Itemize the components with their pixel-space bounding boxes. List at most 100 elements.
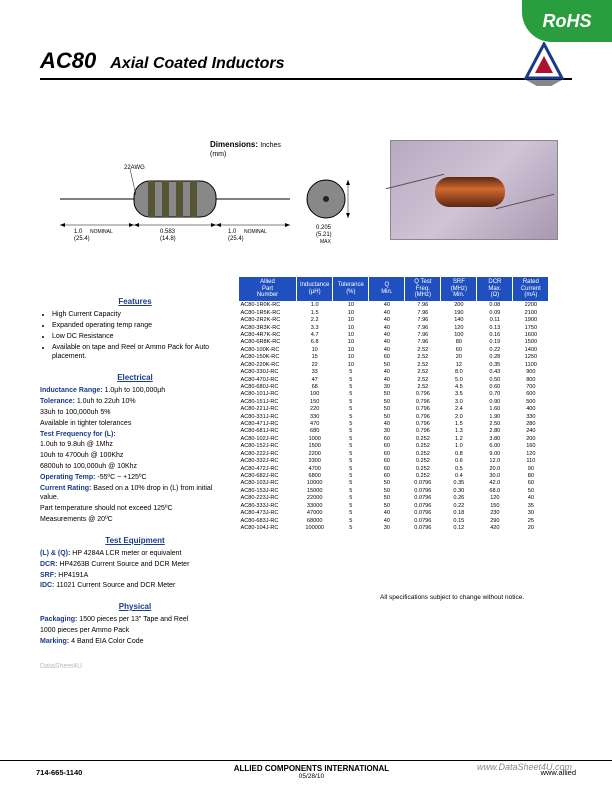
spec-row: 10uh to 4700uh @ 100Khz [40, 451, 230, 461]
table-cell: 0.13 [477, 324, 513, 331]
table-cell: 0.796 [405, 421, 441, 428]
table-cell: 1.5 [297, 309, 333, 316]
end-diagram: 0.205 (5.21) MAX [300, 155, 360, 245]
spec-row: 1.0uh to 9.8uh @ 1Mhz [40, 440, 230, 450]
table-cell: AC80-152J-RC [239, 443, 297, 450]
table-cell: 20 [513, 524, 549, 531]
table-row: AC80-331J-RC3305500.7962.01.90330 [239, 413, 549, 420]
col-header: RatedCurrent(mA) [513, 277, 549, 302]
table-row: AC80-220K-RC2210502.52120.351100 [239, 361, 549, 368]
table-cell: 68.0 [477, 487, 513, 494]
table-cell: 2.2 [297, 317, 333, 324]
table-cell: 0.8 [441, 450, 477, 457]
spec-row: 1000 pieces per Ammo Pack [40, 626, 230, 636]
table-cell: 2.52 [405, 369, 441, 376]
table-cell: 5.0 [441, 376, 477, 383]
table-cell: 900 [513, 369, 549, 376]
table-cell: 50 [369, 406, 405, 413]
spec-row: Current Rating: Based on a 10% drop in (… [40, 484, 230, 504]
table-cell: 200 [441, 301, 477, 309]
table-cell: 230 [477, 510, 513, 517]
table-row: AC80-332J-RC33005600.2520.612.0110 [239, 458, 549, 465]
table-cell: 1.60 [477, 406, 513, 413]
table-cell: 2.80 [477, 428, 513, 435]
table-cell: 60 [369, 458, 405, 465]
table-row: AC80-682J-RC68005600.2520.430.080 [239, 472, 549, 479]
table-cell: 0.5 [441, 465, 477, 472]
table-cell: 0.796 [405, 413, 441, 420]
table-cell: 110 [513, 458, 549, 465]
table-cell: 680 [297, 428, 333, 435]
table-row: AC80-473J-RC470005400.07960.1823030 [239, 510, 549, 517]
table-cell: AC80-151J-RC [239, 398, 297, 405]
page-header: AC80 Axial Coated Inductors [40, 48, 572, 80]
table-row: AC80-683J-RC680005400.07960.1529025 [239, 517, 549, 524]
table-cell: 7.96 [405, 324, 441, 331]
table-cell: 10000 [297, 480, 333, 487]
side-diagram: 22AWG 1.0NOMINAL (25.4) 0.583(14.8) 1.0N… [60, 155, 290, 245]
table-cell: 100000 [297, 524, 333, 531]
table-cell: 1.3 [441, 428, 477, 435]
table-row: AC80-101J-RC1005500.7963.50.70600 [239, 391, 549, 398]
table-cell: 30 [513, 510, 549, 517]
feature-item: Low DC Resistance [52, 332, 230, 342]
table-cell: 33000 [297, 502, 333, 509]
table-cell: 0.15 [441, 517, 477, 524]
table-cell: 50 [369, 398, 405, 405]
table-cell: AC80-470J-RC [239, 376, 297, 383]
table-cell: 5 [333, 458, 369, 465]
table-cell: 120 [513, 450, 549, 457]
table-cell: AC80-221J-RC [239, 406, 297, 413]
table-cell: 3300 [297, 458, 333, 465]
table-cell: AC80-1R5K-RC [239, 309, 297, 316]
table-cell: 50 [369, 502, 405, 509]
table-cell: 0.08 [477, 301, 513, 309]
table-cell: 1.0 [441, 443, 477, 450]
spec-row: Inductance Range: 1.0µh to 100,000µh [40, 386, 230, 396]
table-cell: 0.0796 [405, 502, 441, 509]
table-cell: 12.0 [477, 458, 513, 465]
table-cell: 0.796 [405, 391, 441, 398]
svg-text:(5.21): (5.21) [316, 232, 332, 238]
table-cell: 10 [333, 324, 369, 331]
table-cell: 5 [333, 369, 369, 376]
table-cell: AC80-3R3K-RC [239, 324, 297, 331]
spec-row: SRF: HP4191A [40, 571, 230, 581]
spec-row: Packaging: 1500 pieces per 13" Tape and … [40, 615, 230, 625]
table-cell: 1100 [513, 361, 549, 368]
spec-row: Operating Temp: -55ºC ~ +125ºC [40, 473, 230, 483]
table-cell: 0.70 [477, 391, 513, 398]
table-cell: 40 [369, 369, 405, 376]
table-cell: 0.22 [441, 502, 477, 509]
table-cell: 30 [369, 428, 405, 435]
table-cell: 4.7 [297, 331, 333, 338]
table-cell: 50 [369, 480, 405, 487]
table-cell: 1.90 [477, 413, 513, 420]
table-cell: 5 [333, 435, 369, 442]
rohs-badge: RoHS [522, 0, 612, 42]
feature-item: Expanded operating temp range [52, 321, 230, 331]
table-cell: 60 [369, 472, 405, 479]
spec-row: (L) & (Q): HP 4284A LCR meter or equival… [40, 549, 230, 559]
table-row: AC80-103J-RC100005500.07960.3542.060 [239, 480, 549, 487]
table-cell: 2.50 [477, 421, 513, 428]
dim-label-text: Dimensions: [210, 140, 258, 149]
table-cell: 5 [333, 383, 369, 390]
table-cell: 5 [333, 495, 369, 502]
table-cell: 60 [369, 465, 405, 472]
table-cell: 4.5 [441, 383, 477, 390]
table-cell: 500 [513, 398, 549, 405]
company-logo [522, 42, 566, 86]
table-cell: 0.18 [441, 510, 477, 517]
table-cell: 6800 [297, 472, 333, 479]
table-cell: 0.09 [477, 309, 513, 316]
table-cell: 120 [441, 324, 477, 331]
table-cell: 60 [369, 354, 405, 361]
table-cell: 80 [513, 472, 549, 479]
table-cell: 40 [369, 324, 405, 331]
table-cell: 5 [333, 480, 369, 487]
table-cell: 68 [297, 383, 333, 390]
table-cell: 60 [369, 450, 405, 457]
table-cell: 290 [477, 517, 513, 524]
table-cell: 240 [513, 428, 549, 435]
